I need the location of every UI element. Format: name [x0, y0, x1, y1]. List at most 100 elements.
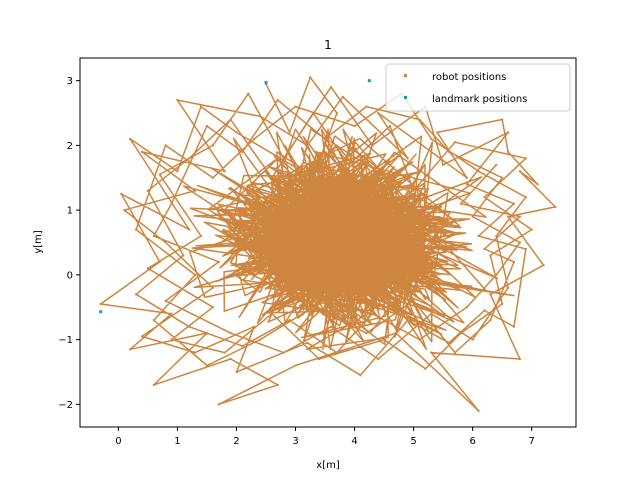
robot-position-point — [483, 309, 486, 312]
x-axis-title: x[m] — [316, 460, 340, 471]
robot-position-point — [282, 157, 285, 160]
robot-position-point — [294, 364, 297, 367]
robot-position-point — [135, 293, 138, 296]
robot-position-point — [312, 176, 315, 179]
robot-position-point — [518, 170, 521, 173]
x-tick-label: 6 — [469, 436, 475, 447]
robot-position-point — [120, 192, 123, 195]
robot-position-point — [489, 319, 492, 322]
robot-position-point — [465, 306, 468, 309]
robot-position-point — [176, 170, 179, 173]
robot-position-point — [129, 348, 132, 351]
x-axis: 0 1 2 3 4 5 6 7 — [115, 427, 535, 447]
legend-landmark-marker — [404, 96, 407, 99]
y-tick-label: 0 — [67, 270, 73, 281]
robot-position-point — [536, 183, 539, 186]
y-tick-label: 2 — [67, 141, 73, 152]
landmark-point — [99, 310, 103, 314]
robot-position-point — [359, 374, 362, 377]
robot-position-point — [259, 338, 262, 341]
robot-position-point — [483, 196, 486, 199]
robot-position-point — [489, 293, 492, 296]
robot-position-point — [205, 124, 208, 127]
x-tick-label: 2 — [233, 436, 239, 447]
robot-position-point — [223, 351, 226, 354]
robot-position-point — [513, 202, 515, 205]
robot-position-point — [495, 273, 498, 276]
robot-position-point — [524, 196, 527, 199]
robot-position-point — [329, 325, 332, 328]
x-tick-label: 7 — [529, 436, 535, 447]
robot-position-point — [459, 202, 462, 205]
robot-position-point — [182, 254, 185, 257]
robot-position-point — [501, 176, 504, 179]
robot-position-point — [158, 260, 161, 263]
robot-position-point — [383, 338, 386, 341]
robot-position-point — [418, 118, 421, 121]
robot-position-point — [389, 124, 391, 127]
robot-position-point — [365, 105, 368, 108]
robot-position-point — [270, 312, 273, 315]
robot-position-point — [253, 325, 256, 328]
landmark-point — [264, 81, 268, 85]
robot-position-point — [141, 335, 143, 338]
robot-position-point — [430, 137, 433, 140]
y-axis-title: y[m] — [33, 230, 44, 254]
robot-position-point — [453, 351, 456, 354]
robot-position-point — [235, 370, 238, 373]
robot-position-point — [324, 137, 327, 140]
robot-position-point — [158, 173, 161, 176]
x-tick-label: 5 — [410, 436, 416, 447]
robot-position-point — [253, 137, 256, 140]
y-tick-label: −1 — [58, 335, 73, 346]
robot-position-point — [247, 92, 250, 95]
robot-position-point — [241, 345, 244, 348]
robot-position-point — [194, 189, 197, 192]
robot-position-point — [507, 150, 510, 153]
robot-position-point — [442, 163, 445, 166]
robot-position-point — [335, 351, 338, 354]
robot-position-point — [152, 383, 155, 386]
robot-position-point — [200, 235, 203, 238]
robot-position-point — [371, 144, 374, 147]
robot-position-point — [152, 319, 155, 322]
robot-position-point — [459, 332, 462, 335]
robot-position-point — [406, 319, 409, 322]
robot-position-point — [412, 189, 415, 192]
robot-position-point — [146, 267, 149, 270]
robot-position-point — [205, 332, 208, 335]
robot-position-point — [513, 260, 515, 263]
robot-position-point — [501, 118, 504, 121]
robot-position-point — [365, 332, 368, 335]
robot-position-point — [501, 303, 504, 305]
robot-position-point — [465, 183, 468, 186]
robot-position-point — [194, 351, 197, 354]
robot-position-point — [170, 338, 173, 341]
robot-position-point — [135, 228, 138, 231]
robot-position-point — [164, 299, 167, 302]
legend: robot positions landmark positions — [385, 63, 571, 112]
robot-position-point — [335, 112, 338, 115]
robot-position-point — [235, 131, 238, 134]
robot-position-point — [418, 338, 421, 341]
robot-position-point — [146, 189, 149, 192]
y-tick-label: 3 — [67, 76, 73, 87]
robot-position-point — [524, 247, 527, 250]
robot-position-point — [430, 351, 433, 354]
robot-position-point — [229, 118, 232, 121]
legend-box — [385, 63, 571, 112]
robot-position-point — [554, 205, 557, 208]
robot-position-point — [99, 303, 102, 305]
robot-position-point — [170, 312, 173, 315]
robot-position-point — [341, 95, 344, 98]
plot-frame — [79, 57, 577, 428]
robot-position-point — [211, 144, 214, 147]
robot-position-point — [448, 150, 451, 153]
robot-position-point — [436, 131, 439, 134]
robot-position-point — [276, 99, 279, 102]
robot-position-point — [188, 157, 191, 160]
robot-position-point — [205, 364, 208, 367]
robot-position-point — [188, 228, 191, 231]
robot-position-point — [518, 241, 521, 244]
data-layer — [99, 76, 557, 412]
